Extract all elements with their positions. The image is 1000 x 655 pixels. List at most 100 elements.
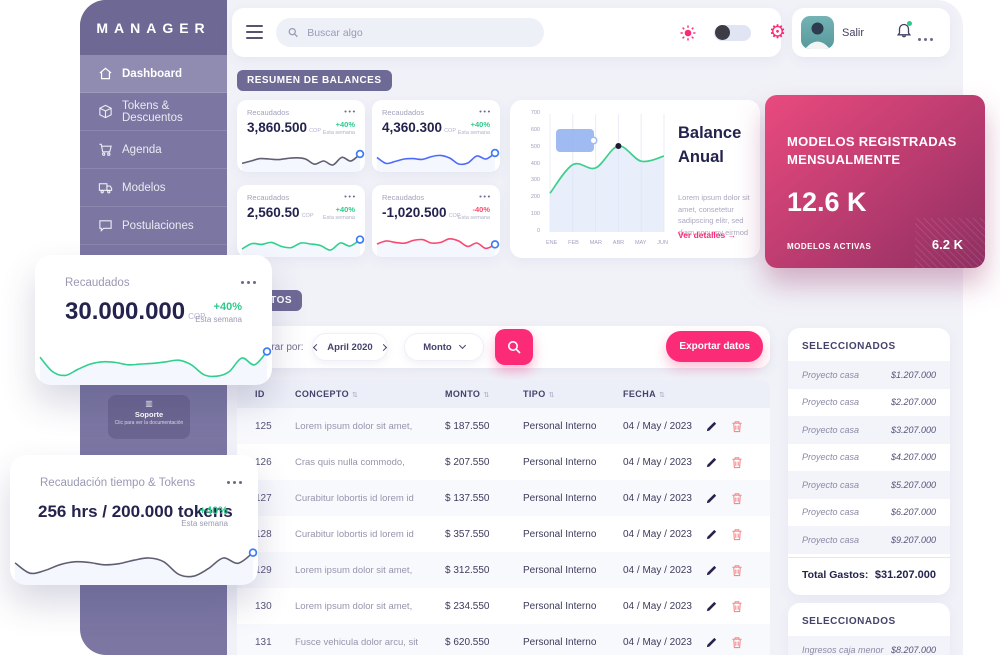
cell-tipo: Personal Interno <box>523 600 597 612</box>
cart-icon <box>98 142 113 157</box>
delta-badge: +40% <box>213 301 242 313</box>
notification-bell-icon[interactable] <box>897 21 912 38</box>
column-header-concepto[interactable]: CONCEPTO ⇅ <box>295 389 359 399</box>
export-button[interactable]: Exportar datos <box>666 331 763 362</box>
delete-trash-icon[interactable] <box>731 564 761 577</box>
more-options-icon[interactable] <box>344 195 347 198</box>
sort-icon[interactable]: ⇅ <box>352 392 359 399</box>
sidebar-item-postulaciones[interactable]: Postulaciones <box>80 207 227 245</box>
resumen-balances-badge: RESUMEN DE BALANCES <box>237 70 392 91</box>
stat-card-recaudados-1: Recaudados 3,860.500 COP +40% Esta semana <box>237 100 365 172</box>
cell-id: 128 <box>255 528 272 540</box>
cell-fecha: 04 / May / 2023 <box>623 492 692 504</box>
box-icon <box>98 104 113 119</box>
delta-badge: +40% <box>335 120 355 129</box>
item-name: Proyecto casa <box>802 397 860 408</box>
selected-item-row: Proyecto casa $1.207.000 <box>788 361 950 389</box>
cell-concepto: Lorem ipsum dolor sit amet, <box>295 564 413 576</box>
next-month-icon[interactable] <box>379 343 387 351</box>
sidebar-item-dashboard[interactable]: Dashboard <box>80 55 227 93</box>
selected-item-row: Proyecto casa $9.207.000 <box>788 526 950 554</box>
delete-trash-icon[interactable] <box>731 636 761 649</box>
delete-trash-icon[interactable] <box>731 456 761 469</box>
cell-fecha: 04 / May / 2023 <box>623 564 692 576</box>
table-row: 131 Fusce vehicula dolor arcu, sit $ 620.5… <box>237 624 770 655</box>
item-amount: $6.207.000 <box>890 507 936 518</box>
search-box[interactable] <box>276 18 544 47</box>
sidebar-item-tokens-descuentos[interactable]: Tokens & Descuentos <box>80 93 227 131</box>
modelos-activas-label: MODELOS ACTIVAS <box>787 242 872 251</box>
cell-monto: $ 234.550 <box>445 600 490 612</box>
user-avatar[interactable] <box>801 16 834 49</box>
more-options-icon[interactable] <box>227 481 230 484</box>
item-name: Proyecto casa <box>802 479 860 490</box>
hamburger-menu-icon[interactable] <box>246 25 263 43</box>
home-icon <box>98 66 113 81</box>
delete-trash-icon[interactable] <box>731 600 761 613</box>
sort-icon[interactable]: ⇅ <box>548 392 555 399</box>
column-header-fecha[interactable]: FECHA ⇅ <box>623 389 666 399</box>
edit-pencil-icon[interactable] <box>705 636 731 649</box>
modelos-title: MODELOS REGISTRADAS MENSUALMENTE <box>787 134 957 167</box>
date-value: April 2020 <box>327 341 373 353</box>
date-picker[interactable]: April 2020 <box>312 333 388 361</box>
card-label: Recaudados <box>382 193 425 202</box>
cell-id: 127 <box>255 492 272 504</box>
cell-monto: $ 357.550 <box>445 528 490 540</box>
modelos-value: 12.6 K <box>787 187 867 217</box>
ingresos-title: SELECCIONADOS <box>802 616 896 627</box>
stat-card-recaudados-3: Recaudados 2,560.50 COP +40% Esta semana <box>237 185 365 257</box>
seleccionados-panel: SELECCIONADOS Proyecto casa $1.207.000 Pro… <box>788 328 950 595</box>
prev-month-icon[interactable] <box>313 343 321 351</box>
cell-id: 130 <box>255 600 272 612</box>
delete-trash-icon[interactable] <box>731 420 761 433</box>
card-value: 256 hrs / 200.000 tokens <box>38 502 233 521</box>
balance-title: Balance Anual <box>678 124 742 166</box>
sidebar-item-modelos[interactable]: Modelos <box>80 169 227 207</box>
delete-trash-icon[interactable] <box>731 492 761 505</box>
table-row: 130 Lorem ipsum dolor sit amet, $ 234.550 P… <box>237 588 770 624</box>
search-input[interactable] <box>305 25 532 40</box>
theme-controls: ⚙ <box>672 8 786 57</box>
item-name: Proyecto casa <box>802 452 860 463</box>
period-label: Esta semana <box>457 130 490 136</box>
settings-gear-icon[interactable]: ⚙ <box>769 22 787 43</box>
more-options-icon[interactable] <box>241 281 244 284</box>
ver-detalles-link[interactable]: Ver detalles → <box>678 230 737 240</box>
edit-pencil-icon[interactable] <box>705 456 731 469</box>
more-options-icon[interactable] <box>918 38 921 41</box>
total-gastos-value: $31.207.000 <box>874 569 936 581</box>
app-logo: MANAGER <box>80 0 227 55</box>
delta-badge: -40% <box>472 205 490 214</box>
balance-chart <box>546 114 668 232</box>
delete-trash-icon[interactable] <box>731 528 761 541</box>
edit-pencil-icon[interactable] <box>705 600 731 613</box>
sidebar-item-agenda[interactable]: Agenda <box>80 131 227 169</box>
chevron-down-icon <box>458 341 466 350</box>
table-search-button[interactable] <box>495 329 533 365</box>
more-options-icon[interactable] <box>344 110 347 113</box>
cell-fecha: 04 / May / 2023 <box>623 528 692 540</box>
sort-dropdown[interactable]: Monto <box>404 333 484 361</box>
more-options-icon[interactable] <box>479 110 482 113</box>
dark-mode-toggle[interactable] <box>714 24 751 41</box>
card-label: Recaudados <box>247 108 290 117</box>
edit-pencil-icon[interactable] <box>705 492 731 505</box>
edit-pencil-icon[interactable] <box>705 420 731 433</box>
sort-icon[interactable]: ⇅ <box>483 392 490 399</box>
sort-icon[interactable]: ⇅ <box>659 392 666 399</box>
logout-button[interactable]: Salir <box>842 26 865 39</box>
cell-concepto: Fusce vehicula dolor arcu, sit <box>295 636 419 648</box>
cell-monto: $ 187.550 <box>445 420 490 432</box>
cell-tipo: Personal Interno <box>523 456 597 468</box>
column-header-monto[interactable]: MONTO ⇅ <box>445 389 490 399</box>
item-name: Proyecto casa <box>802 424 860 435</box>
support-card[interactable]: ▥ Soporte Clic para ver la documentación <box>108 395 190 439</box>
edit-pencil-icon[interactable] <box>705 564 731 577</box>
edit-pencil-icon[interactable] <box>705 528 731 541</box>
more-options-icon[interactable] <box>479 195 482 198</box>
column-header-tipo[interactable]: TIPO ⇅ <box>523 389 555 399</box>
card-label: Recaudados <box>247 193 290 202</box>
item-amount: $5.207.000 <box>890 479 936 490</box>
light-mode-sun-icon[interactable] <box>680 25 696 41</box>
